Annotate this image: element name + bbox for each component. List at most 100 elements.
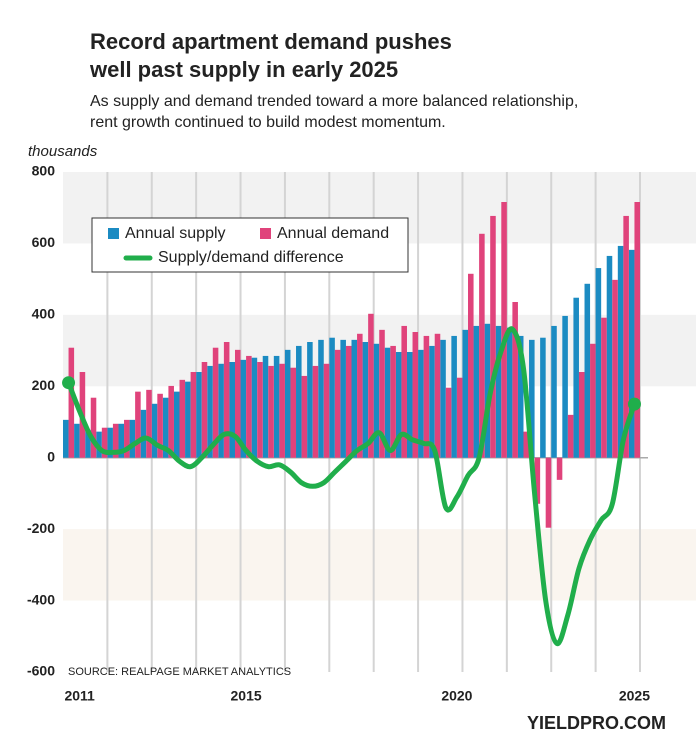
bar bbox=[484, 323, 491, 458]
bar bbox=[107, 427, 113, 458]
bar bbox=[290, 367, 297, 458]
y-tick-label: 600 bbox=[32, 234, 56, 250]
bar bbox=[296, 345, 302, 458]
bar bbox=[323, 363, 330, 458]
bar bbox=[551, 325, 557, 458]
bar bbox=[573, 297, 579, 458]
bar bbox=[90, 397, 97, 458]
bar bbox=[473, 325, 480, 458]
bar bbox=[517, 335, 524, 458]
bar bbox=[601, 317, 607, 458]
bar bbox=[307, 342, 313, 458]
bar bbox=[562, 315, 568, 458]
bar bbox=[251, 357, 258, 458]
bar bbox=[223, 342, 230, 458]
x-tick-label: 2011 bbox=[64, 688, 95, 704]
bar bbox=[301, 375, 308, 458]
bar bbox=[284, 349, 291, 458]
bar bbox=[373, 343, 380, 458]
bar bbox=[495, 325, 502, 458]
bar bbox=[506, 327, 513, 458]
bar bbox=[246, 355, 252, 458]
y-axis-label: thousands bbox=[28, 143, 98, 160]
bar bbox=[229, 362, 235, 458]
bar bbox=[345, 345, 352, 458]
bar bbox=[362, 342, 369, 458]
bar bbox=[590, 343, 596, 458]
end-marker bbox=[62, 376, 76, 390]
bar bbox=[268, 365, 274, 458]
bar bbox=[584, 283, 591, 458]
bar bbox=[429, 345, 435, 458]
bar bbox=[512, 302, 518, 458]
source: SOURCE: REALPAGE MARKET ANALYTICS bbox=[68, 666, 291, 678]
bar bbox=[212, 347, 219, 458]
bar bbox=[634, 202, 640, 458]
y-tick-label: 0 bbox=[47, 448, 55, 464]
bar bbox=[151, 403, 158, 458]
chart-title: Record apartment demand pushes bbox=[90, 29, 452, 54]
legend-label: Annual supply bbox=[125, 225, 226, 242]
bar bbox=[406, 352, 413, 458]
bar bbox=[567, 414, 574, 458]
bar bbox=[390, 345, 396, 458]
bar bbox=[395, 352, 402, 458]
bar bbox=[468, 273, 474, 458]
y-tick-label: 800 bbox=[32, 163, 56, 179]
bar bbox=[451, 335, 457, 458]
bar bbox=[357, 333, 363, 458]
bar bbox=[135, 391, 141, 458]
bar bbox=[74, 423, 80, 458]
y-tick-label: 400 bbox=[32, 306, 56, 322]
bar bbox=[329, 337, 335, 458]
bar bbox=[423, 335, 430, 458]
legend-label: Annual demand bbox=[277, 225, 389, 242]
bar bbox=[85, 429, 91, 458]
x-tick-label: 2025 bbox=[619, 688, 650, 704]
difference-line bbox=[66, 326, 637, 646]
bar bbox=[623, 215, 629, 458]
bar bbox=[529, 339, 535, 458]
bar bbox=[179, 379, 186, 458]
legend-label: Supply/demand difference bbox=[158, 249, 344, 266]
bar bbox=[234, 349, 241, 458]
bar bbox=[312, 365, 319, 458]
legend-swatch bbox=[260, 228, 271, 239]
bar bbox=[124, 419, 130, 458]
bar bbox=[146, 389, 152, 458]
x-tick-label: 2015 bbox=[231, 688, 262, 704]
bar bbox=[334, 349, 341, 458]
bar bbox=[617, 245, 624, 458]
bar bbox=[434, 333, 441, 458]
bar bbox=[257, 362, 263, 458]
bar bbox=[118, 423, 125, 458]
bar bbox=[418, 349, 424, 458]
bar bbox=[279, 363, 285, 458]
brand: YIELDPRO.COM bbox=[527, 713, 666, 733]
bar bbox=[201, 362, 208, 458]
bar bbox=[628, 249, 635, 458]
bar bbox=[351, 339, 358, 458]
x-tick-label: 2020 bbox=[441, 688, 472, 704]
bar bbox=[412, 332, 419, 458]
legend-swatch bbox=[108, 228, 119, 239]
end-marker bbox=[627, 397, 641, 411]
bar bbox=[101, 427, 108, 458]
bar bbox=[540, 337, 546, 458]
bar bbox=[595, 268, 602, 458]
bar bbox=[456, 377, 463, 458]
bar bbox=[273, 355, 280, 458]
y-tick-label: -200 bbox=[27, 520, 55, 536]
bar bbox=[401, 325, 407, 458]
bar bbox=[523, 431, 530, 458]
bar bbox=[262, 355, 269, 458]
bar bbox=[218, 363, 224, 458]
bar bbox=[578, 372, 585, 458]
bar bbox=[606, 255, 613, 458]
bar bbox=[140, 409, 147, 458]
bar bbox=[162, 397, 169, 458]
bar bbox=[318, 339, 324, 458]
bar bbox=[368, 313, 374, 458]
bar bbox=[534, 457, 541, 504]
